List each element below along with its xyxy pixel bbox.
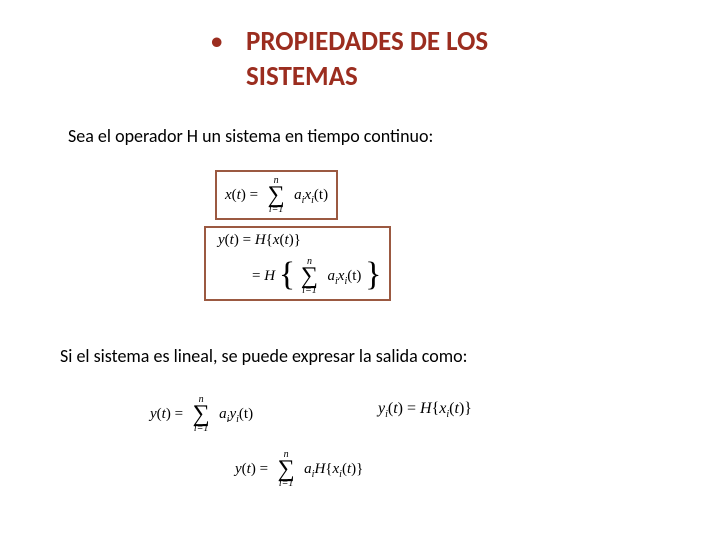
eq2-line2: = H { n ∑ i=1 aixi(t) }	[214, 257, 381, 296]
equation-3: y(t) = n ∑ i=1 aiyi(t)	[150, 395, 253, 434]
title-line2: SISTEMAS	[246, 60, 358, 93]
paragraph-2: Si el sistema es lineal, se puede expres…	[60, 345, 467, 367]
equation-4: yi(t) = H{xi(t)}	[378, 400, 472, 420]
slide-title: •PROPIEDADES DE LOS SISTEMAS	[210, 24, 488, 94]
title-line1: PROPIEDADES DE LOS	[246, 25, 488, 58]
equation-box-2: y(t) = H{x(t)} = H { n ∑ i=1 aixi(t) }	[204, 226, 391, 301]
eq2-line1: y(t) = H{x(t)}	[214, 232, 381, 249]
equation-box-1: x(t) = n ∑ i=1 aixi(t)	[215, 170, 338, 220]
sum-symbol: n ∑ i=1	[268, 176, 285, 215]
title-bullet: •	[210, 24, 246, 59]
eq1-lhs: x	[225, 187, 232, 203]
paragraph-1: Sea el operador H un sistema en tiempo c…	[68, 125, 433, 147]
equation-5: y(t) = n ∑ i=1 aiH{xi(t)}	[235, 450, 363, 489]
